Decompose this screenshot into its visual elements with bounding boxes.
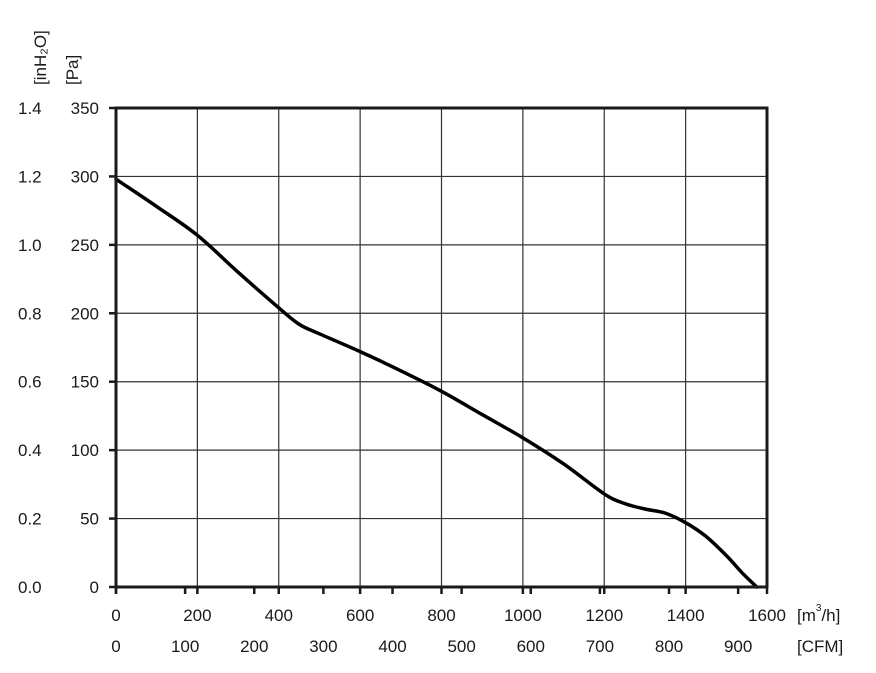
x-tick-label: 0 [111,606,120,625]
x-tick-label: 600 [346,606,374,625]
y2-tick-label: 0.2 [18,510,42,529]
ticks [109,106,769,594]
x2-tick-label: 800 [655,637,683,656]
y-tick-label: 350 [71,99,99,118]
x2-tick-label: 500 [447,637,475,656]
y2-tick-label: 0.6 [18,373,42,392]
y-tick-label: 150 [71,373,99,392]
x-tick-label: 1200 [585,606,623,625]
x-tick-label: 400 [265,606,293,625]
x-tick-label: 800 [427,606,455,625]
x-unit-sup: 3 [816,603,822,614]
x2-tick-label: 0 [111,637,120,656]
x-tick-label: 1400 [667,606,705,625]
y-tick-label: 0 [90,578,99,597]
x2-tick-label: 700 [586,637,614,656]
y-tick-label: 300 [71,167,99,186]
y-tick-label: 100 [71,441,99,460]
x2-tick-label: 900 [724,637,752,656]
x-unit-tail: /h] [821,606,840,625]
pressure-flow-curve [114,177,759,589]
y2-tick-label: 0.4 [18,441,42,460]
y-tick-label: 250 [71,236,99,255]
x-axis-unit-cfm: [CFM] [797,637,843,656]
x-tick-label: 1600 [748,606,786,625]
grid [116,108,767,587]
x-unit-base: [m [797,606,816,625]
y2-tick-label: 1.4 [18,99,42,118]
x-axis-unit-m3h: [m3/h] [797,603,840,625]
y-tick-label: 50 [80,510,99,529]
y-tick-label: 200 [71,304,99,323]
y-axis-unit-pa: [Pa] [63,55,82,85]
y-axis-unit-inh2o: [inH₂O] [31,30,50,85]
x2-tick-label: 400 [378,637,406,656]
x2-tick-label: 200 [240,637,268,656]
x-tick-label: 1000 [504,606,542,625]
y2-tick-label: 1.2 [18,167,42,186]
x-tick-label: 200 [183,606,211,625]
y2-tick-label: 0.0 [18,578,42,597]
y2-tick-label: 0.8 [18,304,42,323]
x2-tick-label: 100 [171,637,199,656]
x2-tick-label: 600 [517,637,545,656]
y2-tick-label: 1.0 [18,236,42,255]
curve-layer [114,177,759,589]
x2-tick-label: 300 [309,637,337,656]
